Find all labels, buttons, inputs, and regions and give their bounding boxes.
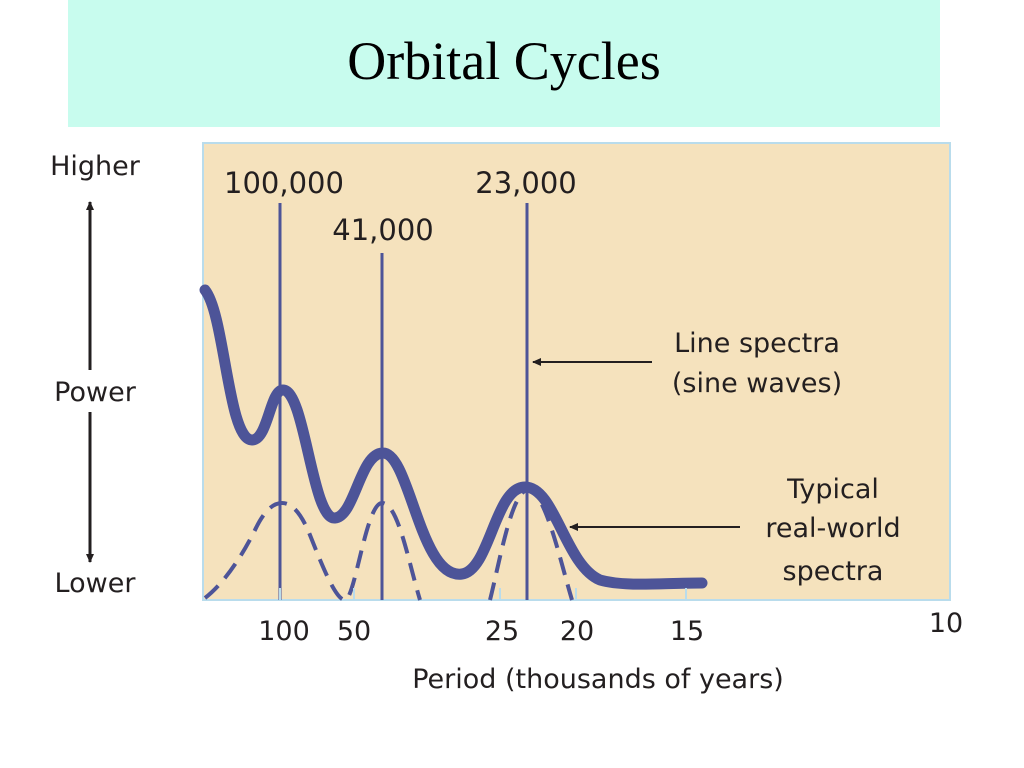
x-tick-label: 100 bbox=[258, 616, 310, 647]
slide-title: Orbital Cycles bbox=[347, 31, 661, 91]
title-band: Orbital Cycles bbox=[68, 0, 940, 127]
x-axis-label: Period (thousands of years) bbox=[412, 664, 784, 695]
x-tick-label: 50 bbox=[337, 616, 371, 647]
x-tick-label: 10 bbox=[929, 608, 963, 639]
y-axis-top-label: Higher bbox=[50, 151, 141, 182]
x-tick-label: 25 bbox=[485, 616, 519, 647]
annotation-line-spectra-line1: Line spectra bbox=[674, 328, 840, 359]
line-spectrum-label-100000: 100,000 bbox=[224, 166, 344, 200]
y-axis-bottom-label: Lower bbox=[55, 568, 137, 599]
real-world-spectrum-curve bbox=[199, 284, 708, 590]
line-spectrum-label-41000: 41,000 bbox=[332, 213, 433, 247]
y-axis-label: Power bbox=[54, 377, 137, 408]
x-tick-label: 15 bbox=[670, 616, 704, 647]
line-spectrum-label-23000: 23,000 bbox=[475, 166, 576, 200]
x-tick-label: 20 bbox=[560, 616, 594, 647]
annotation-real-world-line3: spectra bbox=[783, 556, 884, 587]
annotation-real-world-line2: real-world bbox=[765, 513, 900, 544]
x-axis-ticks: 100 50 25 20 15 10 bbox=[258, 588, 963, 647]
annotation-real-world-line1: Typical bbox=[786, 474, 879, 505]
annotation-line-spectra-line2: (sine waves) bbox=[672, 368, 842, 399]
